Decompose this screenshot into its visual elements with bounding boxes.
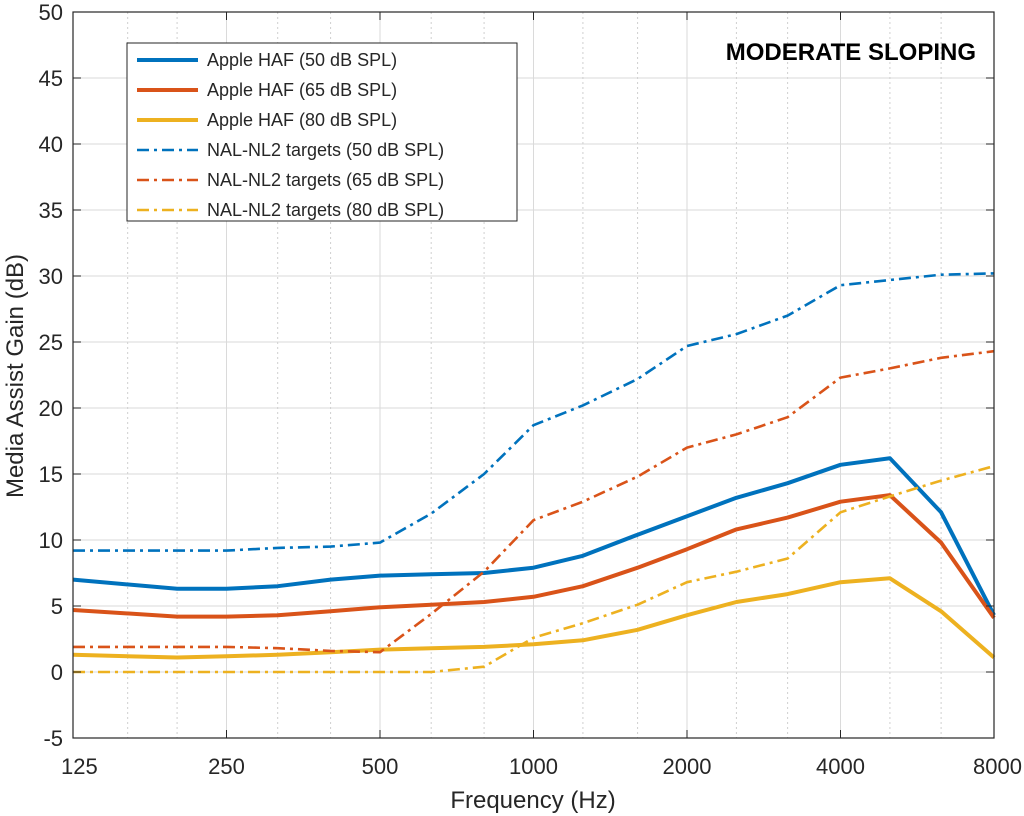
y-tick-label: 5 bbox=[51, 594, 63, 619]
y-axis-label: Media Assist Gain (dB) bbox=[2, 254, 29, 498]
tick-layer bbox=[72, 11, 995, 739]
x-tick-label: 4000 bbox=[816, 754, 865, 779]
x-tick-label: 500 bbox=[362, 754, 399, 779]
y-tick-label: 35 bbox=[39, 198, 63, 223]
y-tick-label: 0 bbox=[51, 660, 63, 685]
x-axis-label: Frequency (Hz) bbox=[450, 787, 615, 814]
x-tick-label: 1000 bbox=[509, 754, 558, 779]
legend-label-0: Apple HAF (50 dB SPL) bbox=[207, 50, 397, 70]
y-tick-labels: -5 0 5 10 15 20 25 30 35 40 45 50 bbox=[39, 0, 63, 751]
y-tick-label: 20 bbox=[39, 396, 63, 421]
y-tick-label: 25 bbox=[39, 330, 63, 355]
series-line-3 bbox=[73, 272, 995, 552]
y-tick-label: 30 bbox=[39, 264, 63, 289]
legend-items: Apple HAF (50 dB SPL) Apple HAF (65 dB SP… bbox=[137, 50, 444, 220]
x-tick-labels: 125 250 500 1000 2000 4000 8000 bbox=[61, 754, 1022, 779]
legend-box bbox=[126, 42, 518, 222]
y-tick-label: 10 bbox=[39, 528, 63, 553]
series-line-1 bbox=[72, 493, 996, 620]
series-line-2 bbox=[72, 576, 996, 660]
chart-title: MODERATE SLOPING bbox=[726, 39, 976, 66]
x-tick-label: 8000 bbox=[973, 754, 1022, 779]
y-tick-label: 15 bbox=[39, 462, 63, 487]
series-line-0 bbox=[72, 456, 996, 617]
legend-label-3: NAL-NL2 targets (50 dB SPL) bbox=[207, 140, 444, 160]
y-tick-label: 50 bbox=[39, 0, 63, 25]
series-layer bbox=[72, 272, 996, 674]
y-tick-label: -5 bbox=[43, 726, 63, 751]
y-tick-label: 45 bbox=[39, 66, 63, 91]
y-tick-label: 40 bbox=[39, 132, 63, 157]
x-tick-label: 250 bbox=[208, 754, 245, 779]
x-tick-label: 125 bbox=[61, 754, 98, 779]
legend-label-1: Apple HAF (65 dB SPL) bbox=[207, 80, 397, 100]
legend-label-2: Apple HAF (80 dB SPL) bbox=[207, 110, 397, 130]
series-line-4 bbox=[73, 349, 995, 654]
series-line-5 bbox=[73, 464, 995, 674]
legend-label-5: NAL-NL2 targets (80 dB SPL) bbox=[207, 200, 444, 220]
x-tick-label: 2000 bbox=[663, 754, 712, 779]
legend-label-4: NAL-NL2 targets (65 dB SPL) bbox=[207, 170, 444, 190]
legend: Apple HAF (50 dB SPL) Apple HAF (65 dB SP… bbox=[126, 42, 518, 222]
